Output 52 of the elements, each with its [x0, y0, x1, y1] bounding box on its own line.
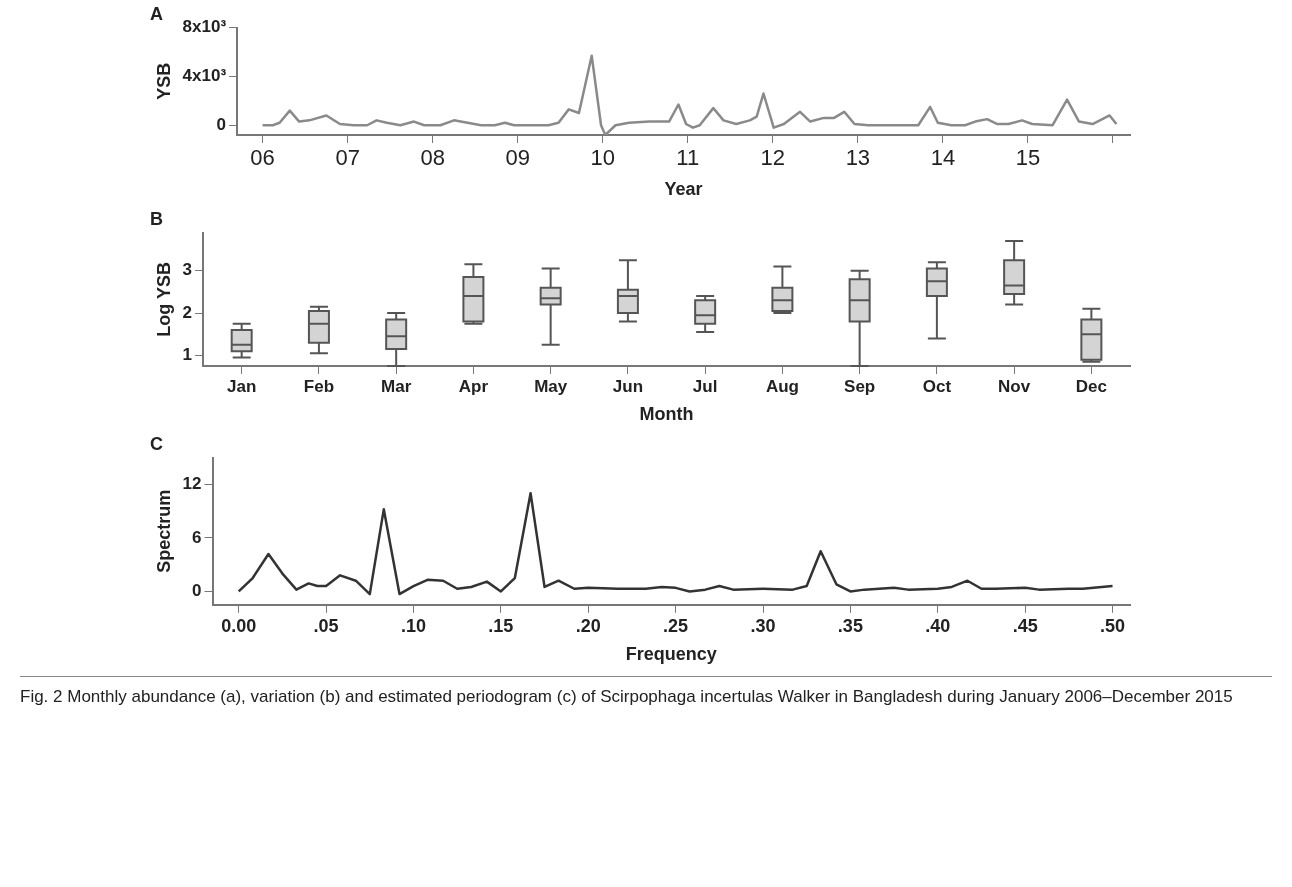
x-axis-title: Month	[639, 404, 694, 425]
x-tick-label: .35	[837, 615, 863, 636]
chart-title: B	[150, 208, 163, 229]
chart-title: A	[150, 3, 163, 24]
y-tick-label: 8x10³	[182, 17, 227, 37]
x-tick-label: 08	[420, 145, 445, 171]
y-axis-title: YSB	[153, 62, 174, 100]
x-tick-label: .40	[925, 615, 951, 636]
x-tick-label: .25	[663, 615, 689, 636]
y-tick-label: 1	[182, 345, 193, 365]
y-tick-label: 12	[182, 474, 202, 494]
x-tick-label: 11	[676, 145, 700, 171]
caption: Fig. 2 Monthly abundance (a), variation (b) and estimated periodogram (c) of Scirpophaga incertulas Walker in Bangladesh during January 2006–December 2015	[20, 676, 1272, 710]
x-tick-label: 09	[505, 145, 530, 171]
y-axis-title: Log YSB	[153, 261, 174, 337]
x-tick-label: Jun	[612, 376, 644, 396]
x-tick-label: .30	[750, 615, 776, 636]
y-tick-label: 0	[192, 581, 202, 601]
y-tick-label: 2	[182, 302, 193, 322]
x-tick-label: .45	[1012, 615, 1038, 636]
x-tick-label: Aug	[765, 376, 799, 396]
y-tick-label: 6	[192, 527, 202, 547]
x-axis-title: Frequency	[625, 644, 717, 665]
x-tick-label: 13	[845, 145, 871, 171]
x-tick-label: Jul	[692, 376, 718, 396]
y-tick-label: 3	[182, 260, 193, 280]
x-tick-label: 07	[335, 145, 360, 171]
x-tick-label: Apr	[458, 376, 489, 396]
x-tick-label: .15	[488, 615, 514, 636]
x-tick-label: May	[534, 376, 568, 396]
x-tick-label: 0.00	[221, 615, 257, 636]
x-tick-label: 06	[250, 145, 275, 171]
x-tick-label: Oct	[922, 376, 952, 396]
x-tick-label: Mar	[381, 376, 412, 396]
x-axis-title: Year	[664, 179, 703, 200]
x-tick-label: Nov	[998, 376, 1031, 396]
chart-title: C	[150, 433, 163, 454]
x-tick-label: .20	[575, 615, 601, 636]
y-tick-label: 0	[216, 114, 227, 134]
x-tick-label: 10	[590, 145, 615, 171]
x-tick-label: 14	[930, 145, 956, 171]
x-tick-label: 12	[760, 145, 786, 171]
x-tick-label: Sep	[844, 376, 876, 396]
x-tick-label: .10	[400, 615, 426, 636]
x-tick-label: .05	[313, 615, 339, 636]
y-axis-title: Spectrum	[153, 489, 174, 573]
x-tick-label: .50	[1100, 615, 1126, 636]
x-tick-label: 15	[1015, 145, 1041, 171]
x-tick-label: Dec	[1075, 376, 1107, 396]
y-tick-label: 4x10³	[182, 66, 227, 86]
x-tick-label: Jan	[227, 376, 257, 396]
x-tick-label: Feb	[303, 376, 335, 396]
